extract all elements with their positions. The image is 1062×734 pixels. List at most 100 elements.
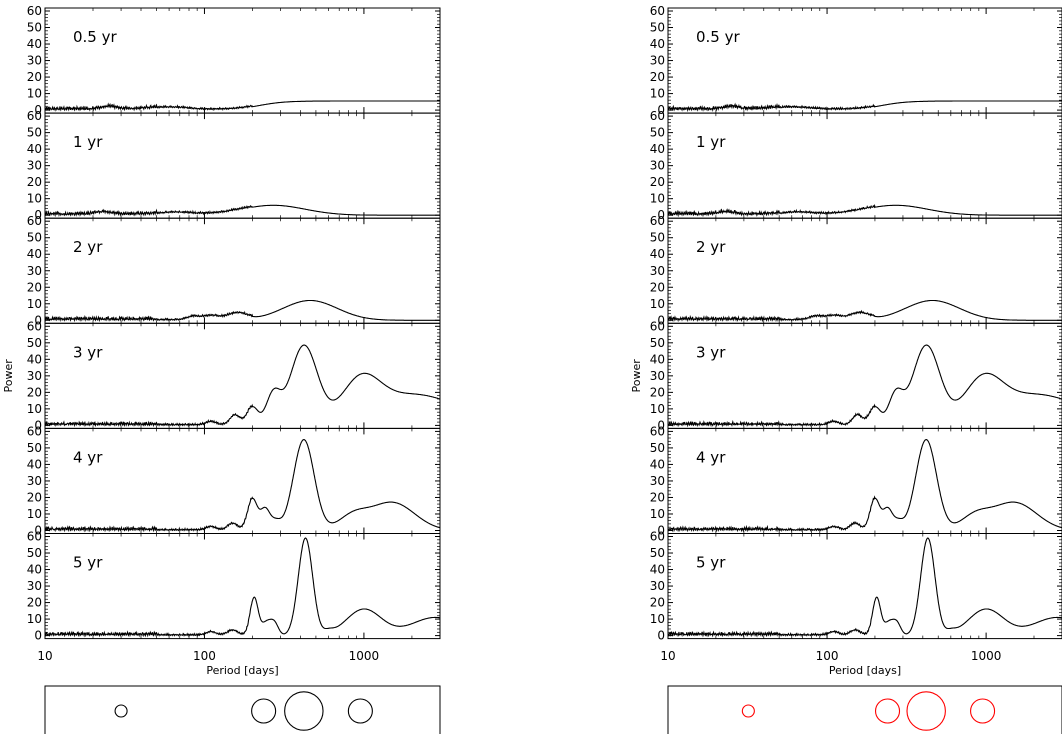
series-line <box>667 344 1062 428</box>
series-line <box>44 344 441 428</box>
y-tick-label: 10 <box>27 297 42 311</box>
y-axis-label: Power <box>630 359 643 393</box>
y-tick-label: 40 <box>27 37 42 51</box>
series-line <box>44 537 441 638</box>
series-line <box>667 537 1062 638</box>
panel-3: 0 10 20 30 40 50 60 2 yr <box>650 214 1062 327</box>
y-tick-label: 0 <box>657 103 665 117</box>
y-tick-label: 20 <box>650 490 665 504</box>
y-tick-label: 10 <box>650 507 665 521</box>
y-tick-label: 60 <box>27 530 42 544</box>
y-tick-label: 40 <box>27 247 42 261</box>
y-tick-label: 50 <box>27 546 42 560</box>
y-tick-label: 0 <box>34 208 42 222</box>
y-tick-label: 50 <box>650 126 665 140</box>
y-tick-label: 0 <box>34 103 42 117</box>
y-tick-label: 0 <box>657 524 665 538</box>
y-tick-label: 0 <box>34 629 42 643</box>
panel-frame <box>667 112 1062 219</box>
y-tick-label: 60 <box>650 319 665 333</box>
y-tick-label: 60 <box>650 4 665 18</box>
y-tick-label: 20 <box>650 175 665 189</box>
panel-6: 0 10 20 30 40 50 60 5 yr <box>650 530 1062 643</box>
x-tick-label: 100 <box>193 649 216 663</box>
panel-1: 0 10 20 30 40 50 60 0.5 yr <box>27 4 441 117</box>
y-tick-label: 10 <box>27 612 42 626</box>
y-tick-label: 10 <box>650 87 665 101</box>
y-tick-label: 60 <box>650 530 665 544</box>
y-tick-label: 50 <box>650 441 665 455</box>
y-tick-label: 10 <box>650 297 665 311</box>
y-tick-label: 20 <box>650 70 665 84</box>
x-tick-label: 10 <box>660 649 675 663</box>
y-tick-label: 30 <box>650 369 665 383</box>
y-tick-label: 50 <box>27 231 42 245</box>
y-tick-label: 40 <box>650 142 665 156</box>
panel-label: 0.5 yr <box>73 28 118 46</box>
panel-frame <box>667 322 1062 429</box>
y-tick-label: 0 <box>34 313 42 327</box>
chart-2: 0 10 20 30 40 50 60 0.5 yr 0 10 20 30 40 50 60 1 yr 0 10 2… <box>630 4 1062 734</box>
panel-2: 0 10 20 30 40 50 60 1 yr <box>650 109 1062 222</box>
panel-frame <box>44 217 441 324</box>
y-tick-label: 20 <box>650 596 665 610</box>
panel-frame <box>44 112 441 219</box>
y-tick-label: 50 <box>27 21 42 35</box>
y-tick-label: 10 <box>27 87 42 101</box>
legend-circle <box>741 704 755 718</box>
panel-label: 5 yr <box>73 554 103 572</box>
series-line <box>44 299 440 323</box>
y-tick-label: 60 <box>650 424 665 438</box>
y-tick-label: 10 <box>27 507 42 521</box>
y-tick-label: 0 <box>34 418 42 432</box>
y-tick-label: 30 <box>27 369 42 383</box>
legend-frame <box>667 685 1062 734</box>
y-tick-label: 50 <box>27 336 42 350</box>
y-tick-label: 60 <box>650 214 665 228</box>
y-tick-label: 20 <box>27 280 42 294</box>
y-tick-label: 10 <box>27 192 42 206</box>
y-tick-label: 20 <box>27 175 42 189</box>
y-tick-label: 30 <box>650 579 665 593</box>
y-tick-label: 60 <box>27 319 42 333</box>
y-tick-label: 60 <box>27 214 42 228</box>
x-tick-label: 10 <box>37 649 52 663</box>
panel-3: 0 10 20 30 40 50 60 2 yr <box>27 214 441 327</box>
y-tick-label: 30 <box>27 579 42 593</box>
y-tick-label: 10 <box>650 192 665 206</box>
legend-circle <box>284 691 324 731</box>
panel-frame <box>44 322 441 429</box>
series-line <box>667 439 1062 533</box>
y-tick-label: 30 <box>27 474 42 488</box>
y-tick-label: 10 <box>650 402 665 416</box>
legend-frame <box>44 685 441 734</box>
y-tick-label: 0 <box>34 524 42 538</box>
panel-label: 0.5 yr <box>696 28 741 46</box>
y-tick-label: 20 <box>650 280 665 294</box>
y-tick-label: 0 <box>657 629 665 643</box>
series-line <box>667 203 1062 218</box>
x-axis-label: Period [days] <box>829 664 901 677</box>
y-tick-label: 50 <box>27 126 42 140</box>
panel-frame <box>667 217 1062 324</box>
x-tick-label: 1000 <box>349 649 380 663</box>
y-tick-label: 20 <box>27 70 42 84</box>
legend-circle <box>347 698 373 724</box>
y-tick-label: 50 <box>650 231 665 245</box>
legend-box <box>44 685 441 734</box>
y-tick-label: 50 <box>650 336 665 350</box>
y-tick-label: 20 <box>27 385 42 399</box>
y-tick-label: 40 <box>27 457 42 471</box>
y-axis-label: Power <box>2 359 15 393</box>
y-tick-label: 60 <box>650 109 665 123</box>
y-tick-label: 30 <box>650 474 665 488</box>
panel-5: 0 10 20 30 40 50 60 4 yr <box>650 424 1062 538</box>
panel-6: 0 10 20 30 40 50 60 5 yr <box>27 530 441 643</box>
panel-5: 0 10 20 30 40 50 60 4 yr <box>27 424 441 538</box>
y-tick-label: 50 <box>650 21 665 35</box>
legend-box <box>667 685 1062 734</box>
y-tick-label: 50 <box>27 441 42 455</box>
y-tick-label: 30 <box>27 264 42 278</box>
legend-circle <box>114 704 128 718</box>
panel-label: 1 yr <box>73 133 103 151</box>
